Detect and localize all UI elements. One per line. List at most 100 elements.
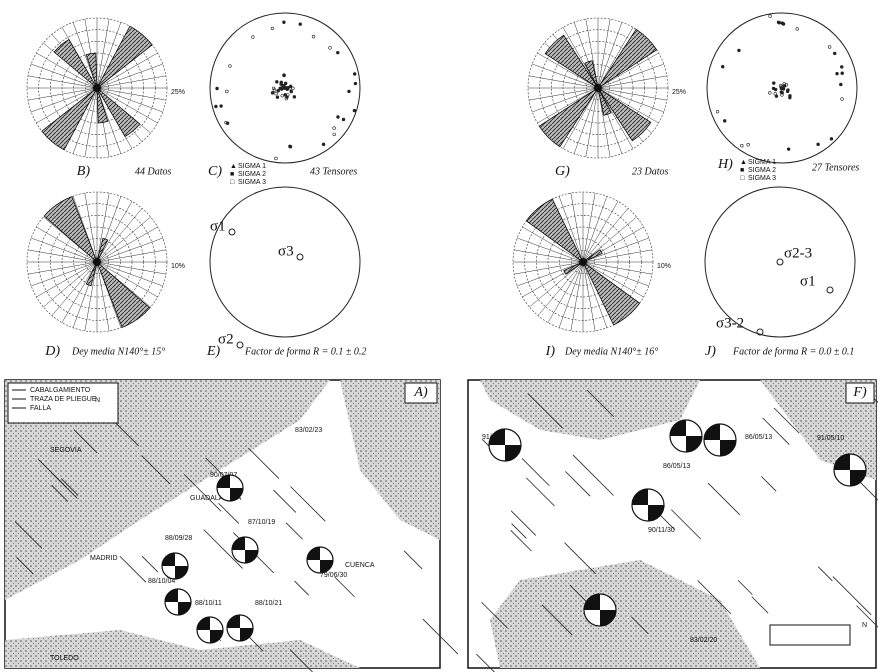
pole xyxy=(354,82,357,85)
sigma-label: σ3-2 xyxy=(716,315,744,331)
event-date: 83/02/23 xyxy=(295,427,322,434)
pole xyxy=(299,23,302,26)
panel-label: B) xyxy=(77,164,91,179)
pole xyxy=(229,65,232,68)
pole xyxy=(286,88,289,91)
pole xyxy=(348,90,351,93)
pole xyxy=(216,87,219,90)
pole xyxy=(337,116,340,119)
sigma-marker xyxy=(297,254,303,260)
legend-entry: SIGMA 3 xyxy=(748,175,776,182)
panel-label: I) xyxy=(545,344,556,359)
pole xyxy=(283,21,286,24)
pole xyxy=(214,105,217,108)
pole xyxy=(778,21,781,24)
pole xyxy=(342,118,345,121)
rose-scale: 25% xyxy=(672,89,686,96)
pole xyxy=(353,109,356,112)
rose-center xyxy=(579,258,587,266)
pole xyxy=(281,94,284,97)
rose-center xyxy=(594,84,602,92)
pole xyxy=(280,83,283,86)
panel-label: F) xyxy=(852,385,867,400)
pole xyxy=(716,110,719,113)
sigma-label: σ1 xyxy=(210,218,226,234)
pole xyxy=(271,91,274,94)
pole xyxy=(783,84,786,87)
place-name: TOLEDO xyxy=(50,655,79,662)
event-date: 86/05/13 xyxy=(745,434,772,441)
pole xyxy=(292,87,295,90)
legend-symbol: ▲ xyxy=(230,163,237,170)
rose-petal xyxy=(583,262,640,325)
sigma-label: σ2-3 xyxy=(784,245,812,261)
pole xyxy=(283,74,286,77)
sigma-label: σ3 xyxy=(278,243,294,259)
pole xyxy=(333,127,336,130)
pole xyxy=(293,95,296,98)
pole xyxy=(271,27,274,30)
legend-symbol: □ xyxy=(740,175,745,182)
event-date: 86/05/13 xyxy=(663,463,690,470)
event-date: 88/10/21 xyxy=(255,600,282,607)
pole xyxy=(277,89,280,92)
stereonet xyxy=(210,187,360,337)
legend-symbol: ■ xyxy=(230,171,234,178)
pole xyxy=(781,91,784,94)
pole xyxy=(738,49,741,52)
rose-scale: 10% xyxy=(657,263,671,270)
legend-entry: CABALGAMIENTO xyxy=(30,387,91,394)
sigma-marker xyxy=(229,229,235,235)
legend-entry: SIGMA 1 xyxy=(748,159,776,166)
north-arrow: N xyxy=(95,397,100,404)
pole xyxy=(220,105,223,108)
event-date: 88/09/28 xyxy=(165,535,192,542)
pole xyxy=(275,92,278,95)
pole xyxy=(721,65,724,68)
north-arrow: N xyxy=(862,622,867,629)
legend-entry: SIGMA 1 xyxy=(238,163,266,170)
legend-symbol: ▲ xyxy=(740,159,747,166)
pole xyxy=(775,95,778,98)
pole xyxy=(276,96,279,99)
event-date: 87/10/19 xyxy=(248,519,275,526)
pole xyxy=(333,133,336,136)
pole xyxy=(787,148,790,151)
panel-caption: 23 Datos xyxy=(632,166,669,177)
event-date: 83/02/20 xyxy=(690,637,717,644)
pole xyxy=(740,144,743,147)
panel-caption: Dey media N140°± 15° xyxy=(71,346,165,357)
pole xyxy=(833,52,836,55)
pole xyxy=(768,91,771,94)
event-date: 88/10/04 xyxy=(148,578,175,585)
event-date: 88/10/11 xyxy=(195,600,222,607)
pole xyxy=(353,73,356,76)
pole xyxy=(841,98,844,101)
event-date: 91/05/10 xyxy=(817,435,844,442)
pole xyxy=(747,143,750,146)
rose-petal xyxy=(97,26,152,88)
place-name: CUENCA xyxy=(345,562,375,569)
pole xyxy=(782,23,785,26)
legend-symbol: □ xyxy=(230,179,235,186)
scale-bar xyxy=(770,625,850,645)
pole xyxy=(329,46,332,49)
pole xyxy=(290,90,293,93)
panel-label: E) xyxy=(206,344,221,359)
rose-petal xyxy=(42,88,97,150)
rose-center xyxy=(93,258,101,266)
pole xyxy=(769,15,772,18)
rose-scale: 10% xyxy=(171,263,185,270)
rose-center xyxy=(93,84,101,92)
place-name: MADRID xyxy=(90,555,118,562)
rose-petal xyxy=(526,199,583,262)
pole xyxy=(839,83,842,86)
event-date: 90/11/30 xyxy=(648,527,675,534)
legend-entry: FALLA xyxy=(30,405,51,412)
panel-caption: Factor de forma R = 0.0 ± 0.1 xyxy=(732,346,854,357)
pole xyxy=(251,36,254,39)
legend-entry: SIGMA 3 xyxy=(238,179,266,186)
legend-symbol: ■ xyxy=(740,167,744,174)
pole xyxy=(322,143,325,146)
sigma-label: σ1 xyxy=(800,273,816,289)
